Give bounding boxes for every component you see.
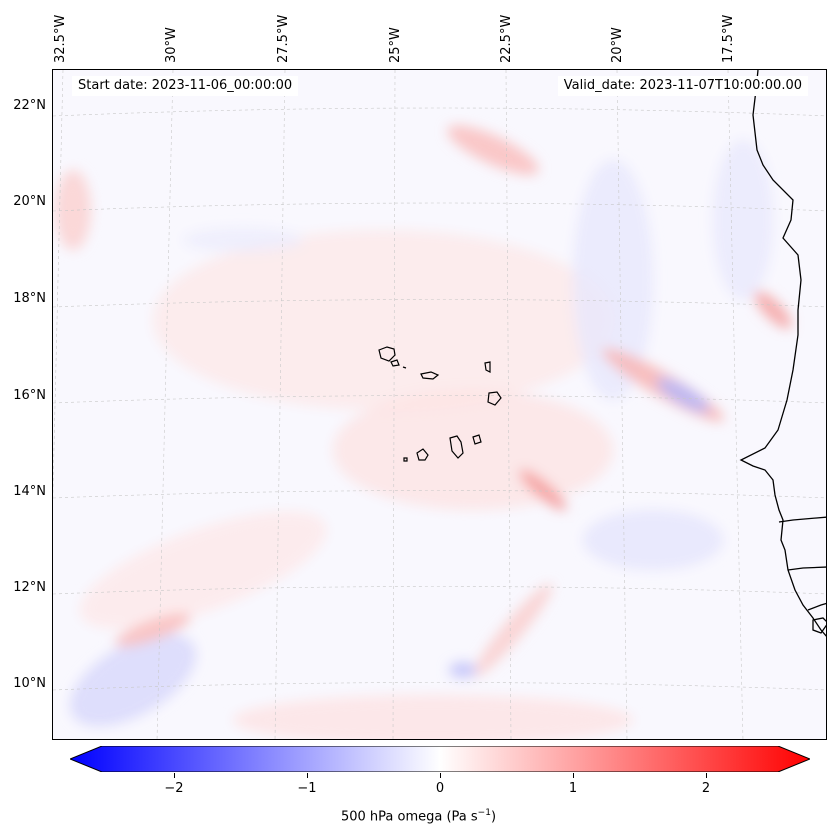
omega-field-map — [53, 70, 826, 739]
lat-label-10n: 10°N — [13, 676, 46, 691]
lat-label-12n: 12°N — [13, 580, 46, 595]
colorbar-gradient — [70, 746, 810, 772]
colorbar-tick-mark — [440, 773, 441, 778]
map-panel — [52, 69, 827, 740]
lat-label-22n: 22°N — [13, 98, 46, 113]
lon-label-22-5w: 22.5°W — [499, 14, 514, 63]
colorbar-tick-mark — [573, 773, 574, 778]
colorbar-tick-label: 1 — [568, 781, 578, 796]
start-date-label: Start date: 2023-11-06_00:00:00 — [72, 76, 299, 96]
omega-field-blobs — [55, 125, 792, 739]
lat-label-20n: 20°N — [13, 194, 46, 209]
colorbar-tick-label: 0 — [435, 781, 445, 796]
lon-label-25w: 25°W — [388, 27, 403, 63]
lon-label-32-5w: 32.5°W — [53, 14, 68, 63]
colorbar-label-close: ) — [490, 809, 497, 825]
lon-label-27-5w: 27.5°W — [276, 14, 291, 63]
colorbar-tick-label: −1 — [297, 781, 317, 796]
lon-label-17-5w: 17.5°W — [721, 14, 736, 63]
lon-label-20w: 20°W — [610, 27, 625, 63]
lon-label-30w: 30°W — [164, 27, 179, 63]
colorbar-tick-label: 2 — [701, 781, 711, 796]
colorbar-tick-mark — [174, 773, 175, 778]
colorbar-tick-mark — [307, 773, 308, 778]
west-africa-coastline — [739, 70, 826, 637]
colorbar-label-text: 500 hPa omega (Pa s — [340, 809, 478, 825]
lat-label-14n: 14°N — [13, 484, 46, 499]
lat-label-16n: 16°N — [13, 388, 46, 403]
colorbar-tick-mark — [706, 773, 707, 778]
lat-label-18n: 18°N — [13, 291, 46, 306]
cape-verde-islands — [378, 346, 502, 462]
colorbar-tick-label: −2 — [164, 781, 184, 796]
colorbar — [70, 746, 810, 772]
gridlines — [53, 70, 826, 739]
valid-date-label: Valid_date: 2023-11-07T10:00:00.00 — [557, 76, 808, 96]
colorbar-label: 500 hPa omega (Pa s−1) — [0, 808, 837, 824]
colorbar-label-exponent: −1 — [477, 808, 491, 818]
